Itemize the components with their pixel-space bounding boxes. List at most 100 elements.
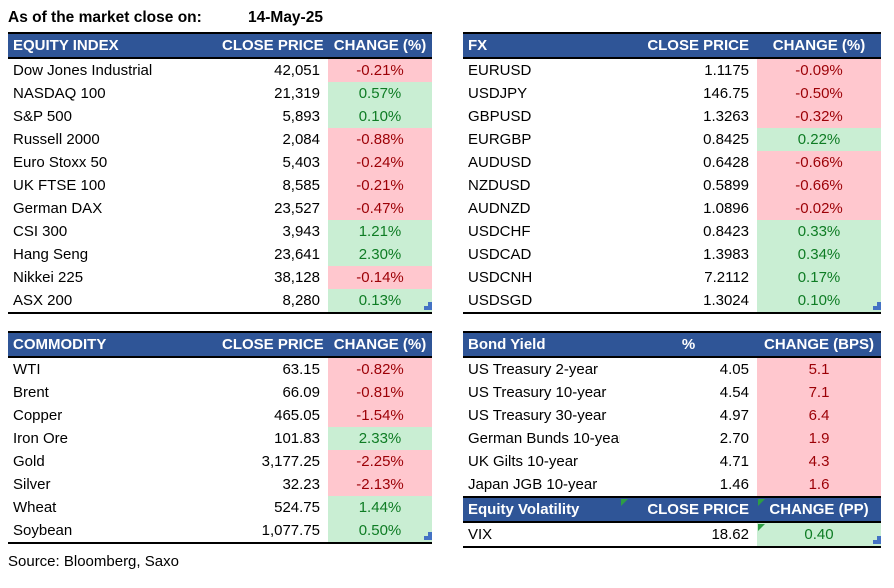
close-price-cell[interactable]: 4.71 — [719, 453, 749, 470]
close-price-cell[interactable]: 66.09 — [282, 384, 320, 401]
column-header-equity-volatility[interactable]: Equity Volatility — [468, 501, 580, 518]
close-price-cell[interactable]: 38,128 — [274, 269, 320, 286]
instrument-name-cell[interactable]: Nikkei 225 — [13, 269, 84, 286]
change-cell[interactable]: 0.22% — [757, 128, 881, 151]
instrument-name-cell[interactable]: Euro Stoxx 50 — [13, 154, 108, 171]
column-header-bond-yield[interactable]: Bond Yield — [468, 336, 546, 353]
change-cell[interactable]: -0.66% — [757, 174, 881, 197]
table-resize-handle-icon[interactable] — [873, 536, 881, 544]
instrument-name-cell[interactable]: Soybean — [13, 522, 73, 539]
close-price-cell[interactable]: 0.8423 — [703, 223, 749, 240]
close-price-cell[interactable]: 1.46 — [719, 476, 749, 493]
close-price-cell[interactable]: 2,084 — [282, 131, 320, 148]
instrument-name-cell[interactable]: USDSGD — [468, 292, 533, 309]
instrument-name-cell[interactable]: Russell 2000 — [13, 131, 100, 148]
close-price-cell[interactable]: 42,051 — [274, 62, 320, 79]
change-cell[interactable]: 5.1 — [757, 358, 881, 381]
instrument-name-cell[interactable]: USDCHF — [468, 223, 531, 240]
close-price-cell[interactable]: 7.2112 — [704, 269, 749, 286]
instrument-name-cell[interactable]: USDCNH — [468, 269, 533, 286]
instrument-name-cell[interactable]: CSI 300 — [13, 223, 68, 240]
instrument-name-cell[interactable]: USDJPY — [468, 85, 528, 102]
close-price-cell[interactable]: 4.54 — [719, 384, 749, 401]
column-header-change-pp[interactable]: CHANGE (PP) — [757, 498, 881, 521]
change-cell[interactable]: 0.17% — [757, 266, 881, 289]
instrument-name-cell[interactable]: UK Gilts 10-year — [468, 453, 579, 470]
instrument-name-cell[interactable]: German Bunds 10-year — [468, 430, 620, 447]
close-price-cell[interactable]: 1.3263 — [703, 108, 749, 125]
change-cell[interactable]: 1.44% — [328, 496, 432, 519]
change-cell[interactable]: 0.57% — [328, 82, 432, 105]
change-cell[interactable]: 0.13% — [328, 289, 432, 312]
instrument-name-cell[interactable]: Copper — [13, 407, 63, 424]
change-cell[interactable]: -0.88% — [328, 128, 432, 151]
close-price-cell[interactable]: 1.3024 — [703, 292, 749, 309]
close-price-cell[interactable]: 5,403 — [282, 154, 320, 171]
instrument-name-cell[interactable]: Dow Jones Industrial — [13, 62, 153, 79]
instrument-name-cell[interactable]: Hang Seng — [13, 246, 89, 263]
close-price-cell[interactable]: 101.83 — [274, 430, 320, 447]
instrument-name-cell[interactable]: NZDUSD — [468, 177, 531, 194]
change-cell[interactable]: -0.21% — [328, 59, 432, 82]
change-cell[interactable]: 2.30% — [328, 243, 432, 266]
instrument-name-cell[interactable]: VIX — [468, 526, 493, 543]
instrument-name-cell[interactable]: Silver — [13, 476, 51, 493]
close-price-cell[interactable]: 32.23 — [282, 476, 320, 493]
change-cell[interactable]: 0.50% — [328, 519, 432, 542]
close-price-cell[interactable]: 1.0896 — [703, 200, 749, 217]
change-cell[interactable]: -0.81% — [328, 381, 432, 404]
change-cell[interactable]: -1.54% — [328, 404, 432, 427]
close-price-cell[interactable]: 465.05 — [274, 407, 320, 424]
change-cell[interactable]: 0.34% — [757, 243, 881, 266]
close-price-cell[interactable]: 5,893 — [282, 108, 320, 125]
change-cell[interactable]: 6.4 — [757, 404, 881, 427]
table-resize-handle-icon[interactable] — [424, 532, 432, 540]
column-header-equity-index[interactable]: EQUITY INDEX — [13, 37, 119, 54]
close-price-cell[interactable]: 21,319 — [274, 85, 320, 102]
instrument-name-cell[interactable]: AUDNZD — [468, 200, 531, 217]
close-price-cell[interactable]: 18.62 — [711, 526, 749, 543]
column-header-fx[interactable]: FX — [468, 37, 488, 54]
change-cell[interactable]: -0.21% — [328, 174, 432, 197]
change-cell[interactable]: -2.25% — [328, 450, 432, 473]
change-cell[interactable]: 0.10% — [757, 289, 881, 312]
change-cell[interactable]: 4.3 — [757, 450, 881, 473]
change-cell[interactable]: -0.47% — [328, 197, 432, 220]
close-price-cell[interactable]: 1.1175 — [704, 62, 749, 79]
close-price-cell[interactable]: 1.3983 — [703, 246, 749, 263]
close-price-cell[interactable]: 0.5899 — [703, 177, 749, 194]
change-cell[interactable]: -0.09% — [757, 59, 881, 82]
change-cell[interactable]: 0.10% — [328, 105, 432, 128]
instrument-name-cell[interactable]: Japan JGB 10-year — [468, 476, 598, 493]
close-price-cell[interactable]: 3,943 — [282, 223, 320, 240]
change-cell[interactable]: 0.40 — [757, 523, 881, 546]
instrument-name-cell[interactable]: GBPUSD — [468, 108, 532, 125]
instrument-name-cell[interactable]: WTI — [13, 361, 41, 378]
column-header-change-pct[interactable]: CHANGE (%) — [772, 37, 866, 54]
instrument-name-cell[interactable]: NASDAQ 100 — [13, 85, 106, 102]
close-price-cell[interactable]: 2.70 — [719, 430, 749, 447]
instrument-name-cell[interactable]: UK FTSE 100 — [13, 177, 106, 194]
instrument-name-cell[interactable]: Iron Ore — [13, 430, 69, 447]
instrument-name-cell[interactable]: US Treasury 30-year — [468, 407, 607, 424]
instrument-name-cell[interactable]: ASX 200 — [13, 292, 73, 309]
column-header-close-price[interactable]: CLOSE PRICE — [222, 336, 324, 353]
change-cell[interactable]: -0.82% — [328, 358, 432, 381]
instrument-name-cell[interactable]: AUDUSD — [468, 154, 532, 171]
close-price-cell[interactable]: 8,585 — [282, 177, 320, 194]
column-header-close-price[interactable]: CLOSE PRICE — [647, 37, 749, 54]
close-price-cell[interactable]: 0.6428 — [703, 154, 749, 171]
instrument-name-cell[interactable]: EURUSD — [468, 62, 532, 79]
close-price-cell[interactable]: 146.75 — [703, 85, 749, 102]
close-price-cell[interactable]: 0.8425 — [703, 131, 749, 148]
change-cell[interactable]: 2.33% — [328, 427, 432, 450]
column-header-commodity[interactable]: COMMODITY — [13, 336, 107, 353]
close-price-cell[interactable]: 4.97 — [719, 407, 749, 424]
close-price-cell[interactable]: 63.15 — [282, 361, 320, 378]
instrument-name-cell[interactable]: Brent — [13, 384, 49, 401]
instrument-name-cell[interactable]: US Treasury 2-year — [468, 361, 599, 378]
change-cell[interactable]: -0.24% — [328, 151, 432, 174]
instrument-name-cell[interactable]: S&P 500 — [13, 108, 72, 125]
instrument-name-cell[interactable]: German DAX — [13, 200, 103, 217]
change-cell[interactable]: -0.02% — [757, 197, 881, 220]
